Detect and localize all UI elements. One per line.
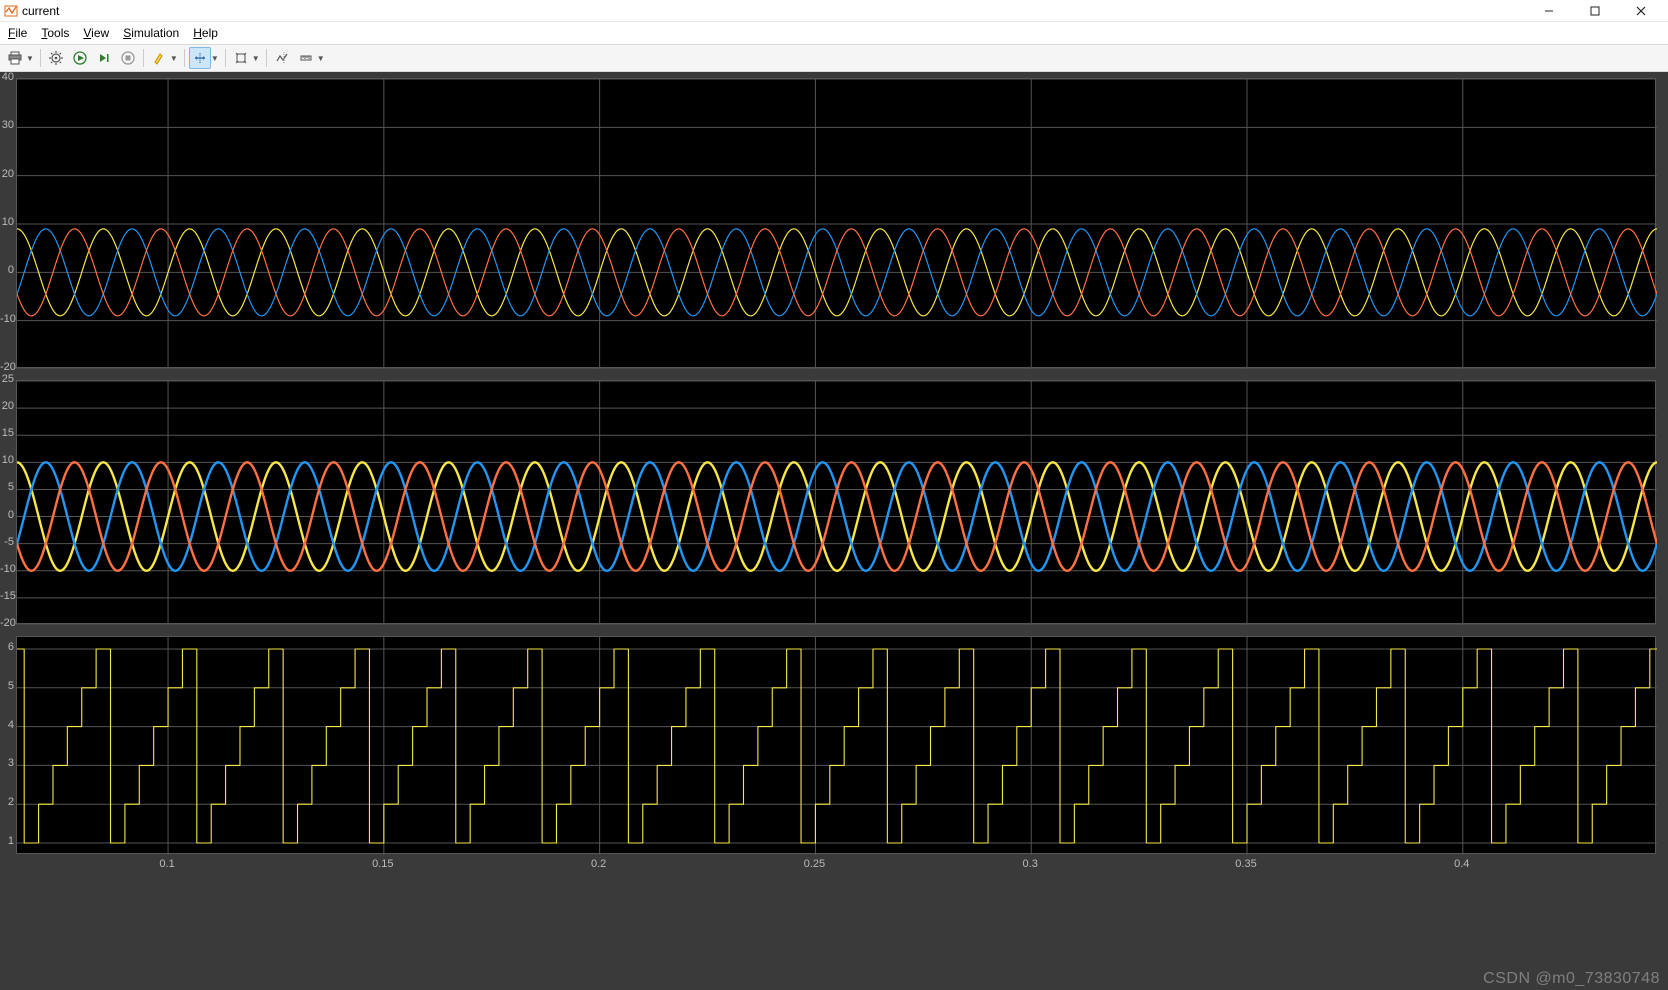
y-tick-label: 6	[0, 641, 14, 653]
y-tick-label: 25	[0, 373, 14, 385]
y-tick-label: 20	[0, 168, 14, 180]
x-tick-label: 0.4	[1454, 858, 1469, 870]
highlight-dropdown[interactable]: ▼	[170, 54, 180, 63]
y-tick-label: 0	[0, 264, 14, 276]
highlight-button[interactable]	[148, 47, 170, 69]
autoscale-button[interactable]	[230, 47, 252, 69]
menu-simulation[interactable]: Simulation	[123, 26, 179, 40]
scope-panel-p2[interactable]	[16, 380, 1656, 624]
y-tick-label: 20	[0, 400, 14, 412]
maximize-button[interactable]	[1572, 0, 1618, 22]
x-tick-label: 0.35	[1235, 858, 1256, 870]
title-bar: current	[0, 0, 1668, 22]
toolbar: ▼ ▼ ▼ ▼ ▼	[0, 44, 1668, 72]
settings-button[interactable]	[45, 47, 67, 69]
y-tick-label: 10	[0, 454, 14, 466]
scope-panel-p3[interactable]	[16, 636, 1656, 854]
y-tick-label: -5	[0, 536, 14, 548]
menu-tools[interactable]: Tools	[41, 26, 69, 40]
y-tick-label: -10	[0, 563, 14, 575]
minimize-button[interactable]	[1526, 0, 1572, 22]
menu-bar: File Tools View Simulation Help	[0, 22, 1668, 44]
autoscale-dropdown[interactable]: ▼	[252, 54, 262, 63]
stop-button[interactable]	[117, 47, 139, 69]
watermark: CSDN @m0_73830748	[1483, 970, 1660, 988]
y-tick-label: -15	[0, 590, 14, 602]
menu-view[interactable]: View	[83, 26, 109, 40]
y-tick-label: -10	[0, 313, 14, 325]
close-button[interactable]	[1618, 0, 1664, 22]
y-tick-label: 3	[0, 757, 14, 769]
y-tick-label: 30	[0, 119, 14, 131]
print-dropdown[interactable]: ▼	[26, 54, 36, 63]
y-tick-label: 2	[0, 796, 14, 808]
scope-area: CSDN @m0_73830748 403020100-10-202520151…	[0, 72, 1668, 990]
app-icon	[4, 4, 18, 18]
step-button[interactable]	[93, 47, 115, 69]
y-tick-label: 4	[0, 719, 14, 731]
menu-file[interactable]: File	[8, 26, 27, 40]
y-tick-label: 1	[0, 835, 14, 847]
y-tick-label: 0	[0, 509, 14, 521]
y-tick-label: 40	[0, 71, 14, 83]
x-tick-label: 0.25	[804, 858, 825, 870]
x-tick-label: 0.15	[372, 858, 393, 870]
y-tick-label: 10	[0, 216, 14, 228]
cursor-button[interactable]	[271, 47, 293, 69]
measure-button[interactable]	[295, 47, 317, 69]
print-button[interactable]	[4, 47, 26, 69]
y-tick-label: 15	[0, 427, 14, 439]
y-tick-label: 5	[0, 481, 14, 493]
scope-panel-p1[interactable]	[16, 78, 1656, 368]
x-tick-label: 0.3	[1023, 858, 1038, 870]
y-tick-label: -20	[0, 361, 14, 373]
window-title: current	[22, 4, 59, 18]
menu-help[interactable]: Help	[193, 26, 218, 40]
x-tick-label: 0.1	[159, 858, 174, 870]
zoom-x-dropdown[interactable]: ▼	[211, 54, 221, 63]
zoom-x-button[interactable]	[189, 47, 211, 69]
run-button[interactable]	[69, 47, 91, 69]
y-tick-label: -20	[0, 617, 14, 629]
x-tick-label: 0.2	[591, 858, 606, 870]
measure-dropdown[interactable]: ▼	[317, 54, 327, 63]
y-tick-label: 5	[0, 680, 14, 692]
